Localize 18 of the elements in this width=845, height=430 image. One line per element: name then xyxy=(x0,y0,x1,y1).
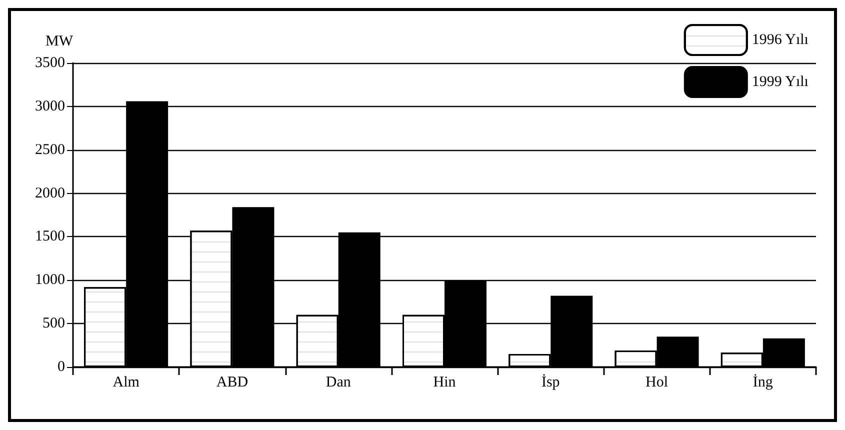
x-tick-label: Alm xyxy=(112,374,140,390)
y-tick-label: 500 xyxy=(42,316,65,332)
y-tick-label: 2500 xyxy=(35,142,65,158)
y-tick-label: 1500 xyxy=(35,228,65,245)
y-axis-title: MW xyxy=(46,34,74,50)
y-tick-label: 3000 xyxy=(35,98,65,114)
y-tick-label: 2000 xyxy=(35,185,65,202)
legend-label: 1996 Yılı xyxy=(752,32,808,48)
legend-label: 1999 Yılı xyxy=(752,74,808,90)
x-tick-label: İng xyxy=(752,374,774,390)
y-tick-label: 3500 xyxy=(35,55,65,71)
x-tick-label: Hol xyxy=(646,374,668,390)
x-tick-label: ABD xyxy=(216,374,248,390)
y-tick-label: 1000 xyxy=(35,272,65,288)
x-tick-label: İsp xyxy=(541,374,560,390)
x-tick-label: Dan xyxy=(326,374,352,390)
y-tick-label: 0 xyxy=(58,359,65,375)
x-tick-label: Hin xyxy=(433,374,456,390)
